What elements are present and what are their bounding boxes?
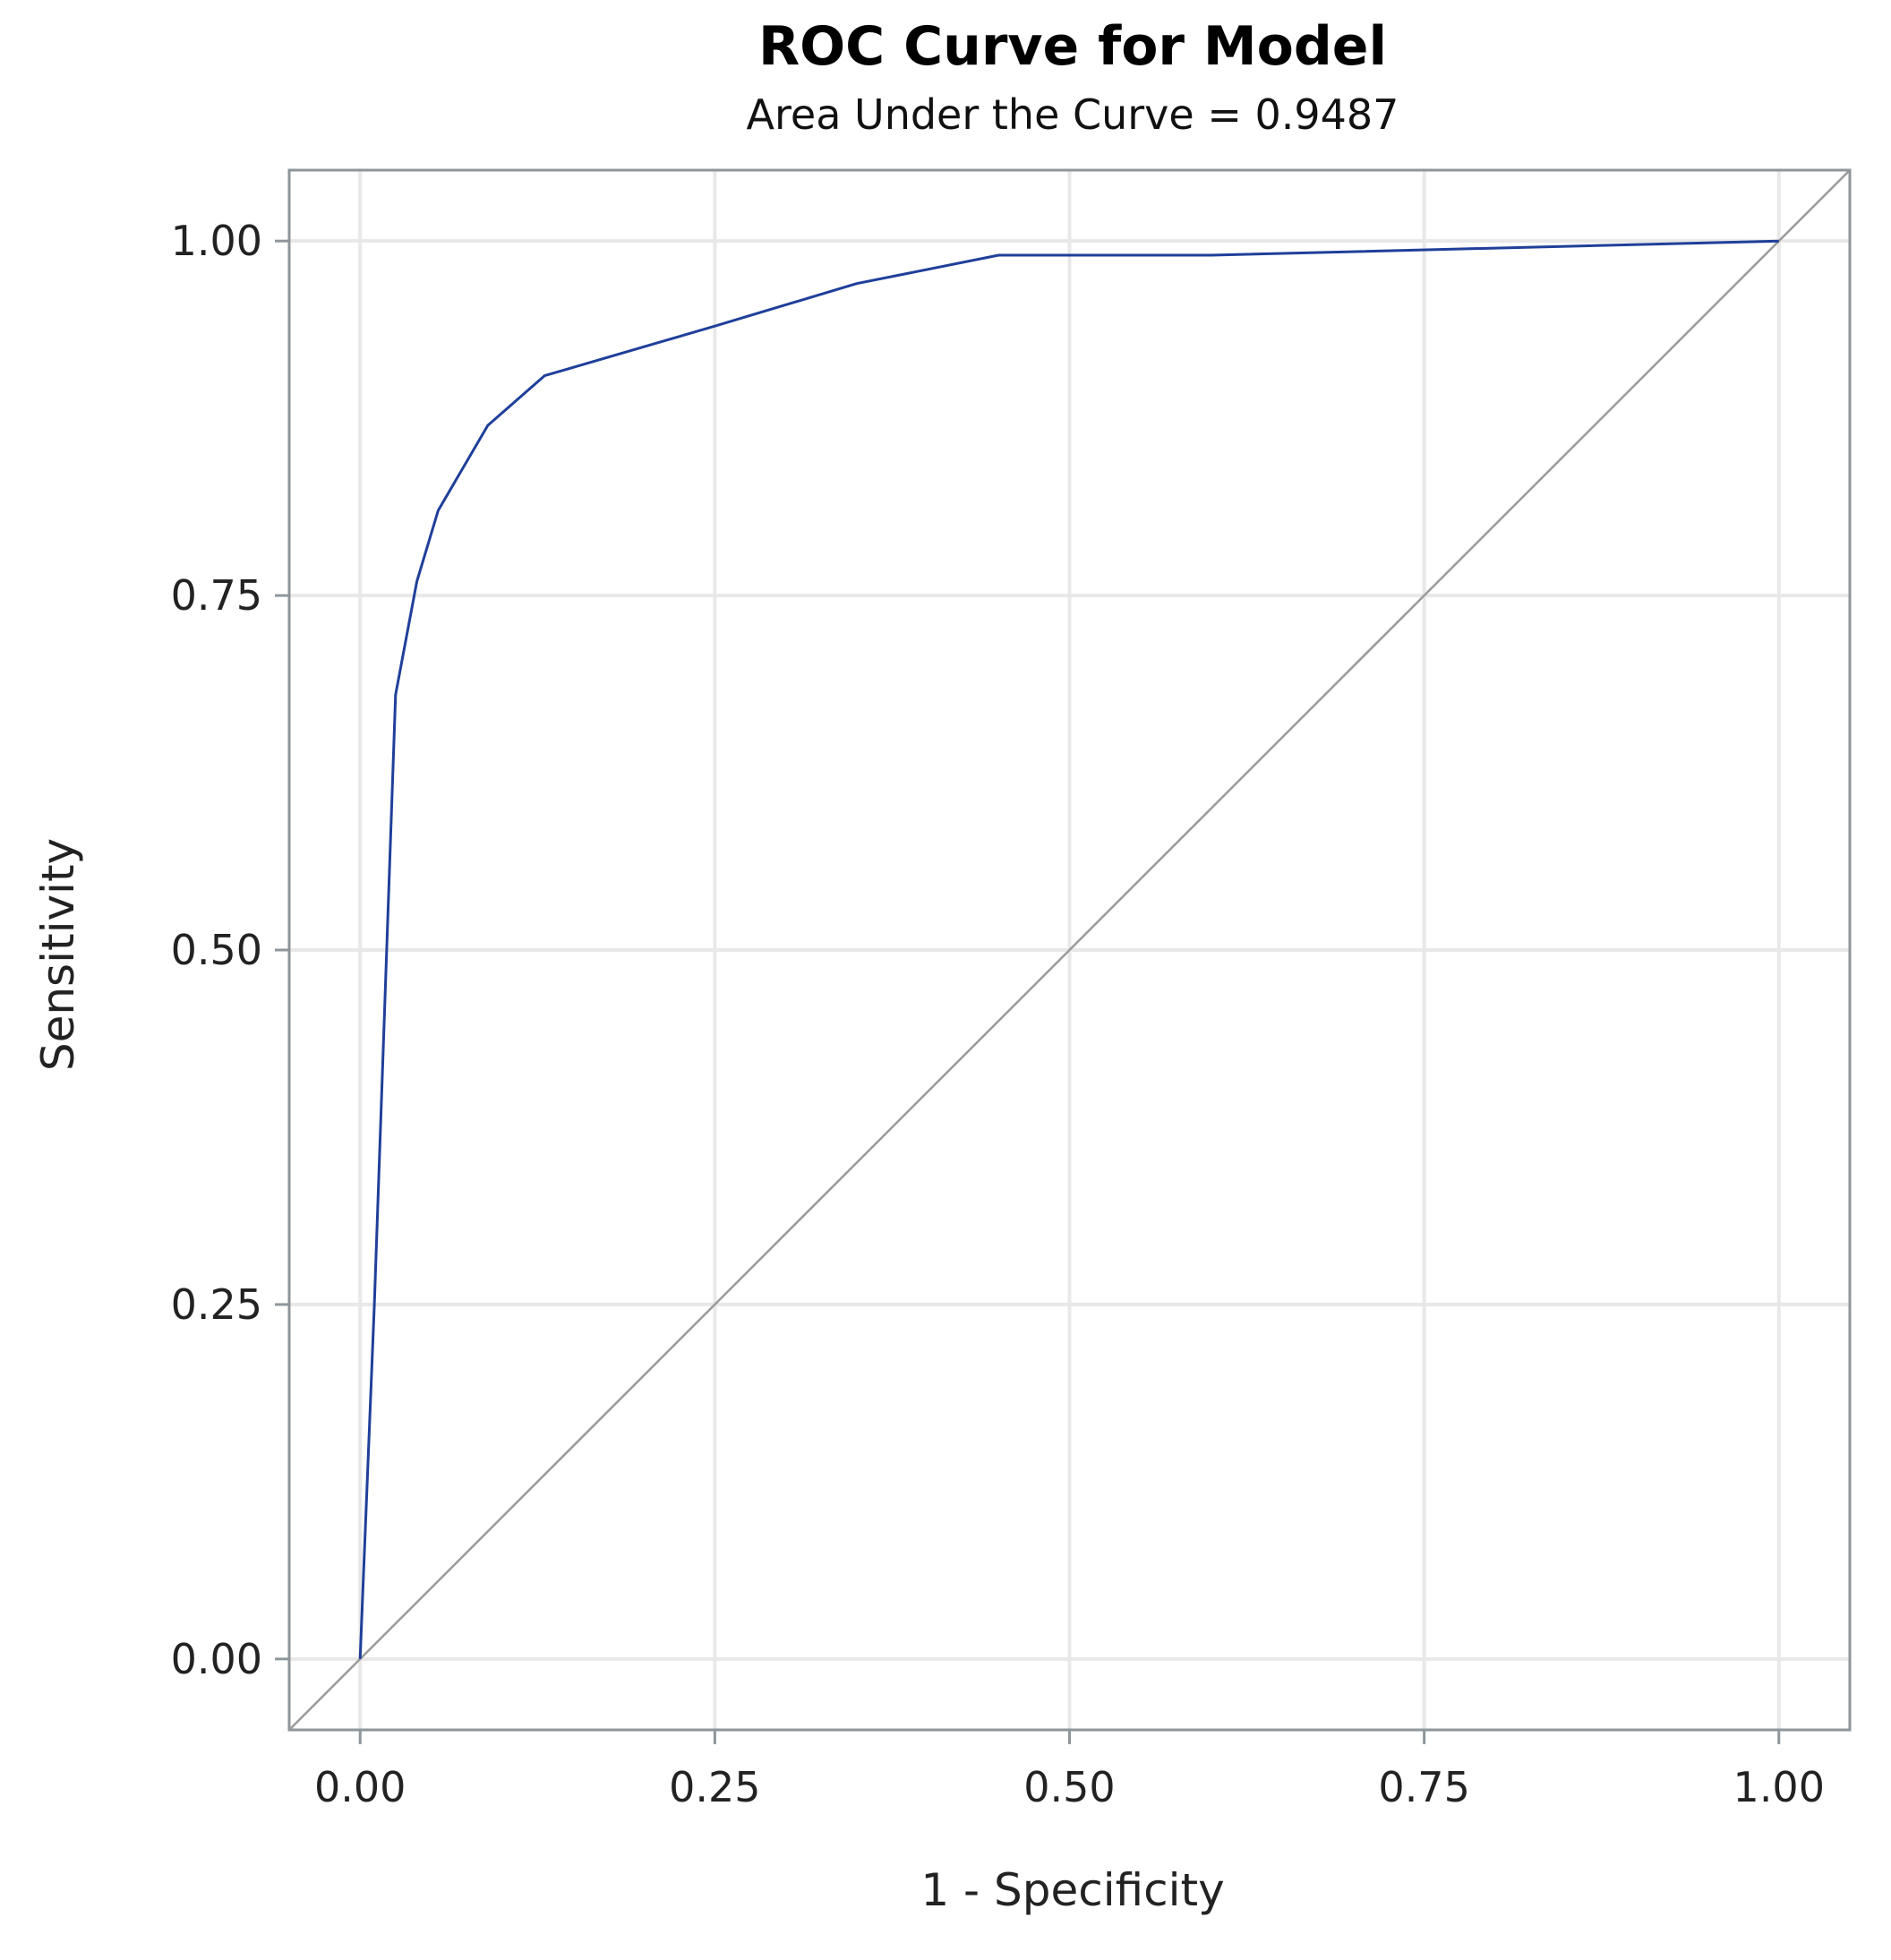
reference-diagonal	[288, 169, 1851, 1731]
x-axis-ticks: 0.00 0.25 0.50 0.75 1.00	[314, 1730, 1825, 1811]
y-tick-label: 0.50	[171, 926, 262, 974]
y-tick-label: 0.25	[171, 1280, 262, 1329]
roc-curve-line	[358, 239, 1779, 1659]
x-tick-label: 0.50	[1023, 1763, 1115, 1811]
y-tick-label: 0.75	[171, 571, 262, 620]
chart-subtitle: Area Under the Curve = 0.9487	[747, 90, 1399, 139]
x-axis-label: 1 - Specificity	[920, 1864, 1224, 1916]
y-tick-label: 1.00	[171, 217, 262, 265]
x-tick-label: 1.00	[1733, 1763, 1825, 1811]
y-axis-ticks: 0.00 0.25 0.50 0.75 1.00	[171, 217, 289, 1683]
x-tick-label: 0.25	[669, 1763, 760, 1811]
y-axis-label: Sensitivity	[32, 838, 84, 1071]
roc-series	[358, 239, 1779, 1659]
diagonal-line	[288, 169, 1851, 1731]
x-tick-label: 0.75	[1378, 1763, 1469, 1811]
x-tick-label: 0.00	[314, 1763, 406, 1811]
gridlines	[289, 170, 1850, 1730]
chart-title: ROC Curve for Model	[758, 15, 1387, 78]
y-tick-label: 0.00	[171, 1635, 262, 1683]
